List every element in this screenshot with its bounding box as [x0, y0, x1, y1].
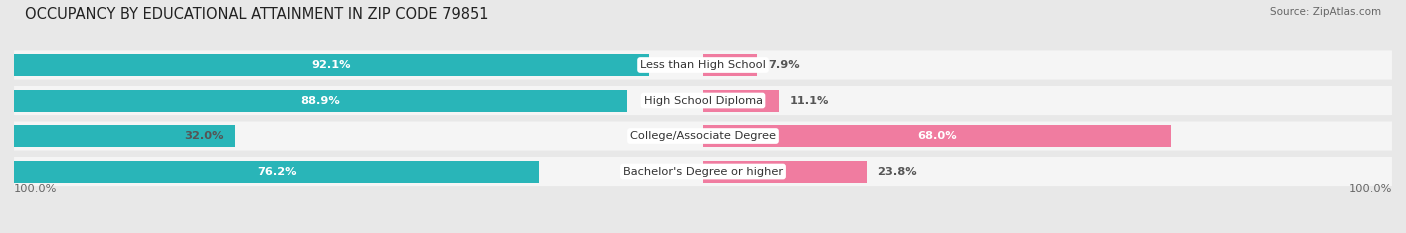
- Bar: [14, 161, 538, 182]
- Bar: [14, 54, 648, 76]
- Bar: [703, 125, 1171, 147]
- FancyBboxPatch shape: [14, 157, 1392, 186]
- Bar: [14, 89, 627, 112]
- Text: Less than High School: Less than High School: [640, 60, 766, 70]
- Text: 23.8%: 23.8%: [877, 167, 917, 177]
- Text: 92.1%: 92.1%: [312, 60, 352, 70]
- Bar: [14, 125, 235, 147]
- Text: Bachelor's Degree or higher: Bachelor's Degree or higher: [623, 167, 783, 177]
- Text: 88.9%: 88.9%: [301, 96, 340, 106]
- Text: College/Associate Degree: College/Associate Degree: [630, 131, 776, 141]
- Text: 32.0%: 32.0%: [184, 131, 224, 141]
- Bar: [703, 54, 758, 76]
- FancyBboxPatch shape: [14, 86, 1392, 115]
- Text: OCCUPANCY BY EDUCATIONAL ATTAINMENT IN ZIP CODE 79851: OCCUPANCY BY EDUCATIONAL ATTAINMENT IN Z…: [25, 7, 489, 22]
- Text: Source: ZipAtlas.com: Source: ZipAtlas.com: [1270, 7, 1381, 17]
- Text: 68.0%: 68.0%: [918, 131, 957, 141]
- Text: High School Diploma: High School Diploma: [644, 96, 762, 106]
- Text: 100.0%: 100.0%: [1348, 184, 1392, 194]
- Text: 7.9%: 7.9%: [768, 60, 800, 70]
- FancyBboxPatch shape: [14, 51, 1392, 80]
- Text: 76.2%: 76.2%: [257, 167, 297, 177]
- Bar: [703, 161, 868, 182]
- Bar: [703, 89, 779, 112]
- Text: 11.1%: 11.1%: [790, 96, 830, 106]
- Text: 100.0%: 100.0%: [14, 184, 58, 194]
- FancyBboxPatch shape: [14, 121, 1392, 151]
